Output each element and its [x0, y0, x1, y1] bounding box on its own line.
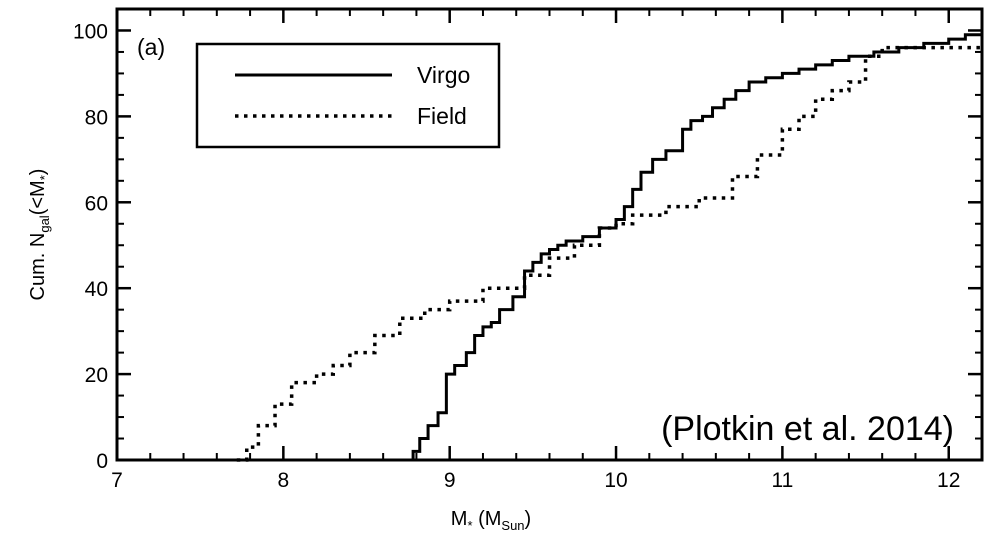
tick-marks — [115, 8, 983, 462]
x-axis-title-end: ) — [525, 508, 532, 530]
y-tick-label: 0 — [96, 450, 108, 473]
series-line-virgo — [399, 30, 984, 462]
y-axis-title-end: ) — [27, 169, 49, 176]
x-tick-label: 10 — [604, 469, 627, 492]
x-tick-label: 9 — [444, 469, 456, 492]
legend: Virgo Field — [195, 42, 501, 149]
series-group — [236, 30, 984, 462]
citation-annotation: (Plotkin et al. 2014) — [661, 410, 954, 448]
y-tick-label: 100 — [73, 20, 108, 43]
y-tick-label: 80 — [85, 106, 108, 129]
y-axis-title-main: Cum. N — [27, 233, 49, 301]
series-line-field — [236, 45, 982, 462]
legend-label-field: Field — [417, 103, 467, 129]
x-tick-label: 11 — [771, 469, 793, 492]
y-axis-title-sub2: * — [37, 175, 52, 180]
y-axis-title-sub1: gal — [37, 215, 52, 232]
x-axis-title-mid: (M — [473, 508, 502, 530]
legend-box — [195, 42, 501, 149]
x-axis-title: M* (MSun) — [451, 508, 531, 533]
x-axis-title-sub2: Sun — [501, 518, 524, 533]
y-axis-title-mid: (<M — [27, 180, 49, 215]
x-tick-label: 7 — [111, 469, 123, 492]
y-axis-title: Cum. Ngal(<M*) — [27, 169, 52, 301]
x-tick-label: 8 — [278, 469, 290, 492]
y-tick-label: 60 — [85, 192, 108, 215]
y-tick-label: 20 — [85, 364, 108, 387]
x-axis-title-sub1: * — [467, 518, 472, 533]
legend-label-virgo: Virgo — [417, 62, 470, 88]
tick-labels: 7 8 9 10 11 12 0 20 40 60 80 100 — [73, 20, 960, 492]
panel-label: (a) — [137, 34, 165, 60]
plot-frame — [115, 7, 984, 462]
y-tick-label: 40 — [85, 278, 108, 301]
x-axis-title-main: M — [451, 508, 468, 530]
x-tick-label: 12 — [937, 469, 960, 492]
